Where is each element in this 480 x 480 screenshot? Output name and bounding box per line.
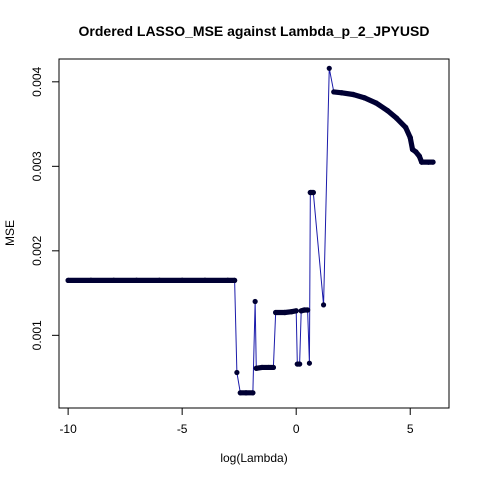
data-point <box>321 302 326 307</box>
data-point <box>430 159 435 164</box>
data-point <box>339 90 344 95</box>
x-tick-label: -10 <box>59 422 77 436</box>
data-point <box>225 278 230 283</box>
data-point <box>180 278 185 283</box>
data-point <box>385 108 390 113</box>
data-point <box>111 278 116 283</box>
chart-title: Ordered LASSO_MSE against Lambda_p_2_JPY… <box>79 23 430 39</box>
data-point <box>417 154 422 159</box>
data-point <box>408 135 413 140</box>
data-point <box>202 278 207 283</box>
x-axis-label: log(Lambda) <box>220 451 287 465</box>
data-point <box>266 365 271 370</box>
data-point <box>66 278 71 283</box>
data-point <box>307 361 312 366</box>
data-point <box>271 365 276 370</box>
data-point <box>234 370 239 375</box>
data-point <box>362 95 367 100</box>
y-tick-label: 0.001 <box>30 320 44 350</box>
y-tick-label: 0.004 <box>30 66 44 96</box>
data-point <box>243 390 248 395</box>
y-axis-label: MSE <box>3 220 17 246</box>
data-point <box>413 149 418 154</box>
x-tick-label: -5 <box>177 422 188 436</box>
data-point <box>250 390 255 395</box>
data-point <box>253 299 258 304</box>
data-point <box>259 365 264 370</box>
data-point <box>273 310 278 315</box>
data-point <box>327 66 332 71</box>
data-point <box>305 307 310 312</box>
x-tick-label: 0 <box>293 422 300 436</box>
data-point <box>88 278 93 283</box>
data-point <box>238 390 243 395</box>
data-point <box>311 190 316 195</box>
y-tick-label: 0.002 <box>30 235 44 265</box>
x-tick-label: 5 <box>407 422 414 436</box>
data-point <box>419 159 424 164</box>
data-point <box>426 159 431 164</box>
data-point <box>351 92 356 97</box>
data-point <box>157 278 162 283</box>
data-point <box>134 278 139 283</box>
data-point <box>373 100 378 105</box>
data-point <box>254 366 259 371</box>
data-point <box>289 309 294 314</box>
data-point <box>297 361 302 366</box>
y-tick-label: 0.003 <box>30 151 44 181</box>
data-point <box>282 310 287 315</box>
data-point <box>331 89 336 94</box>
data-point <box>403 125 408 130</box>
data-point <box>394 116 399 121</box>
data-point <box>232 278 237 283</box>
data-point <box>294 308 299 313</box>
